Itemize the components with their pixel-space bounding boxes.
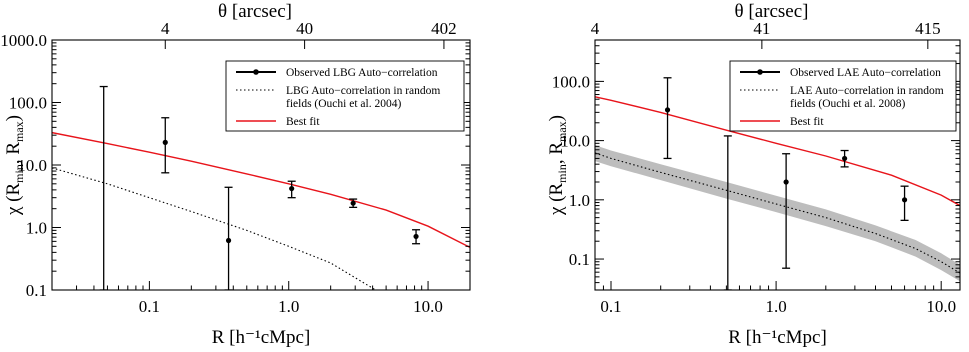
plot-area [52,85,470,290]
observed-point [350,200,356,206]
y-axis-label-subscript: max [12,121,26,142]
legend-entry-text: Best fit [286,116,320,128]
y-tick-label: 100.0 [552,72,590,91]
observed-point [842,155,848,162]
y-tick-label: 100.0 [9,94,47,113]
y-axis-label-part: ) [3,115,24,121]
legend-entry-text: Best fit [790,116,824,128]
legend-entry-text: LAE Auto−correlation in random [790,85,944,97]
observed-point [664,107,671,113]
y-axis-label-subscript: min [555,164,569,183]
legend: Observed LBG Auto−correlation LBG Auto−co… [225,60,465,132]
observed-point [225,237,232,244]
chart-panel-left: 0.1 1.0 10.0 0.1 1.0 10.0 100.0 1000.0 4 40 402 θ [… [0,1,471,348]
y-axis-label-part: , R [546,142,567,165]
y-axis-label-part: , R [3,142,24,165]
best-fit-line [595,96,960,207]
observed-point [162,139,168,145]
random-fields-line [52,167,376,290]
observed-point [901,197,908,203]
y-tick-label: 0.1 [569,250,590,269]
x-tick-label: 0.1 [600,297,621,316]
top-tick-label: 40 [296,19,313,38]
observed-point [783,179,789,185]
x-tick-label: 10.0 [413,297,443,316]
legend-entry-text: fields (Ouchi et al. 2008) [790,98,905,110]
y-tick-label: 1.0 [26,219,47,238]
top-tick-label: 402 [431,19,457,38]
best-fit-line [52,131,470,249]
random-fields-line [595,152,960,274]
y-axis-label-part: ) [546,115,567,121]
top-tick-label: 415 [915,19,941,38]
plot-frame [594,39,961,291]
y-tick-label: 1.0 [569,191,590,210]
y-axis-label-part: χ (R [546,183,567,217]
x-tick-label: 1.0 [278,297,299,316]
top-axis-label: θ [arcsec] [218,1,292,22]
x-axis-label: R [h⁻¹cMpc] [212,327,311,348]
top-tick-label: 4 [161,19,170,38]
chart-panel-right: 0.1 1.0 10.0 0.1 1.0 10.0 100.0 4 41 415 θ [arcsec… [546,1,961,348]
observed-point [413,233,419,240]
y-tick-label: 10.0 [17,156,47,175]
legend-entry-text: fields (Ouchi et al. 2004) [286,98,401,110]
plot-area [595,77,960,290]
y-axis-label: χ (Rmin, Rmax) [546,115,569,216]
y-axis-label-subscript: max [555,121,569,142]
x-axis-label: R [h⁻¹cMpc] [728,327,827,348]
x-tick-label: 0.1 [139,297,160,316]
top-tick-label: 4 [591,19,600,38]
top-tick-label: 41 [753,19,770,38]
y-tick-label: 0.1 [26,281,47,300]
legend-entry-text: LBG Auto−correlation in random [286,85,440,97]
legend-symbol-observed-point [253,69,259,75]
legend-entry-text: Observed LAE Auto−correlation [790,67,941,79]
x-tick-label: 1.0 [765,297,786,316]
x-tick-label: 10.0 [926,297,956,316]
y-tick-label: 1000.0 [0,31,47,50]
y-axis-label: χ (Rmin, Rmax) [3,115,26,216]
top-axis-label: θ [arcsec] [735,1,809,22]
legend-entry-text: Observed LBG Auto−correlation [286,67,438,79]
observed-point [289,185,295,192]
y-axis-label-subscript: min [12,164,26,183]
y-axis-label-part: χ (R [3,183,24,217]
random-fields-band [595,145,960,282]
y-tick-label: 10.0 [560,132,590,151]
legend: Observed LAE Auto−correlation LAE Auto−co… [729,60,957,132]
legend-symbol-observed-point [757,69,763,75]
